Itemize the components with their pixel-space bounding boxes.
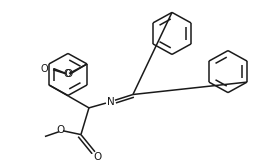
Text: O: O (57, 125, 65, 135)
Text: O: O (64, 69, 72, 80)
Text: O: O (94, 152, 102, 161)
Text: O: O (63, 68, 71, 79)
Text: O: O (40, 64, 48, 74)
Text: N: N (107, 97, 115, 107)
